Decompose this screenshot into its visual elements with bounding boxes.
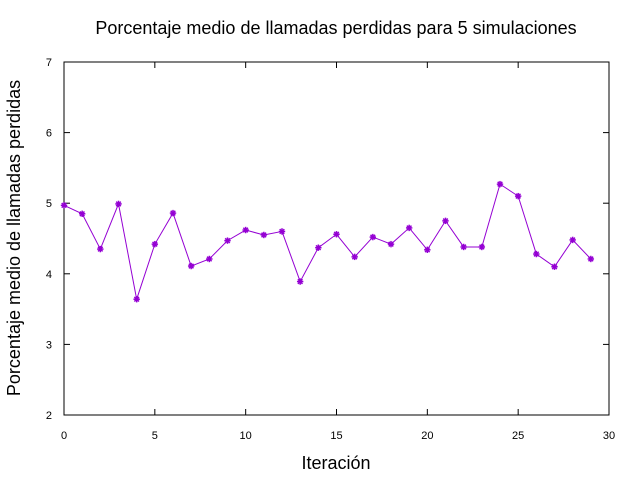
data-point [60, 202, 68, 209]
data-point [460, 243, 467, 251]
data-point [169, 209, 177, 217]
data-point [296, 278, 304, 285]
data-point [260, 231, 268, 239]
data-point [442, 217, 449, 225]
x-axis: 0 5 10 15 20 25 30 [61, 62, 615, 442]
data-point [78, 210, 86, 217]
y-tick-label: 6 [46, 128, 52, 140]
data-point [206, 255, 213, 263]
x-axis-label: Iteración [301, 453, 370, 473]
data-point [496, 180, 504, 188]
y-tick-label: 4 [46, 269, 52, 281]
y-axis-label: Porcentaje medio de llamadas perdidas [4, 80, 24, 396]
y-tick-label: 3 [46, 339, 52, 351]
x-tick-label: 0 [61, 430, 67, 442]
data-point [242, 226, 249, 234]
x-tick-label: 30 [603, 430, 615, 442]
data-point [369, 233, 377, 241]
y-axis: 2 3 4 5 6 7 [46, 57, 609, 422]
data-point [533, 250, 540, 258]
data-point [569, 236, 576, 244]
y-tick-label: 7 [46, 57, 52, 69]
data-point [587, 255, 595, 263]
data-point [115, 200, 122, 208]
data-point [514, 192, 522, 200]
data-points [60, 180, 595, 303]
data-point [351, 253, 358, 261]
data-point [151, 240, 159, 248]
data-point [478, 243, 486, 251]
data-point [551, 263, 558, 270]
data-point [97, 245, 104, 253]
x-tick-label: 25 [512, 430, 524, 442]
x-tick-label: 5 [152, 430, 158, 442]
data-point [224, 237, 231, 244]
data-point [387, 240, 395, 248]
data-point [333, 231, 340, 238]
plot-frame [63, 61, 610, 416]
series-line [63, 183, 592, 302]
x-tick-label: 10 [240, 430, 252, 442]
data-point [405, 224, 413, 232]
y-tick-label: 5 [46, 198, 52, 210]
data-point [187, 262, 195, 270]
data-point [278, 228, 286, 235]
chart-title: Porcentaje medio de llamadas perdidas pa… [95, 18, 576, 38]
y-tick-label: 2 [46, 410, 52, 422]
data-point [315, 244, 322, 251]
x-tick-label: 15 [330, 430, 342, 442]
x-tick-label: 20 [421, 430, 433, 442]
data-point [133, 296, 140, 303]
data-point [424, 246, 431, 253]
